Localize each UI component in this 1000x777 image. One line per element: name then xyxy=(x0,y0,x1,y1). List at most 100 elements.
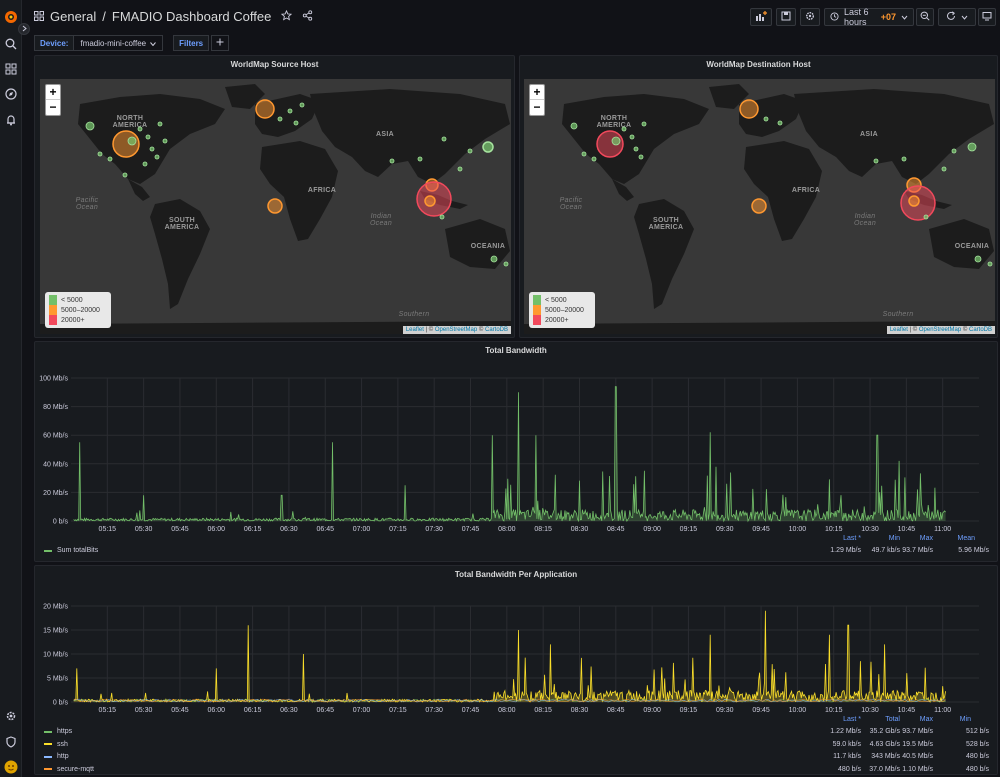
shield-icon[interactable] xyxy=(3,734,19,750)
total-bandwidth-chart[interactable]: 0 b/s 20 Mb/s 40 Mb/s 60 Mb/s 80 Mb/s 100 Mb/… xyxy=(35,362,999,537)
stat-header-max[interactable]: Max xyxy=(919,535,933,542)
map-marker[interactable] xyxy=(457,166,463,172)
map-marker[interactable] xyxy=(581,151,587,157)
map-marker[interactable] xyxy=(417,156,423,162)
stat-header-last[interactable]: Last * xyxy=(843,535,861,542)
alerting-bell-icon[interactable] xyxy=(3,112,19,128)
map-marker[interactable] xyxy=(145,134,151,140)
map-marker[interactable] xyxy=(137,126,143,132)
grafana-logo-icon[interactable] xyxy=(3,9,19,25)
map-marker[interactable] xyxy=(629,134,635,140)
stat-header-mean[interactable]: Mean xyxy=(957,535,975,542)
map-marker[interactable] xyxy=(908,195,920,207)
worldmap-destination-map[interactable]: NORTH AMERICA ASIA AFRICA SOUTH AMERICA OCEA… xyxy=(524,79,995,334)
zoom-in-button[interactable]: + xyxy=(530,85,544,100)
zoom-out-button[interactable]: − xyxy=(49,100,57,114)
map-marker[interactable] xyxy=(441,136,447,142)
map-marker[interactable] xyxy=(633,146,639,152)
map-marker[interactable] xyxy=(424,195,436,207)
dashboard-title[interactable]: FMADIO Dashboard Coffee xyxy=(111,9,272,24)
stat-header-max[interactable]: Max xyxy=(919,716,933,723)
map-marker[interactable] xyxy=(751,198,767,214)
map-marker[interactable] xyxy=(142,161,148,167)
series-line-http[interactable] xyxy=(73,698,946,703)
series-line-secure-mqtt[interactable] xyxy=(73,698,946,703)
map-marker[interactable] xyxy=(591,156,597,162)
map-marker[interactable] xyxy=(293,120,299,126)
legend-series-secure-mqtt[interactable]: secure-mqtt xyxy=(44,766,94,773)
map-marker[interactable] xyxy=(149,146,155,152)
stat-header-min[interactable]: Min xyxy=(959,716,971,723)
legend-series-sum-totalbits[interactable]: Sum totalBits xyxy=(44,547,98,554)
breadcrumb-folder[interactable]: General xyxy=(50,9,97,24)
zoom-out-time-button[interactable] xyxy=(916,8,934,26)
bandwidth-per-application-chart[interactable]: 0 b/s 5 Mb/s 10 Mb/s 15 Mb/s 20 Mb/s 05:15 05:… xyxy=(35,586,999,716)
map-marker[interactable] xyxy=(154,154,160,160)
dashboard-settings-button[interactable] xyxy=(800,8,820,26)
map-marker[interactable] xyxy=(482,141,494,153)
map-marker[interactable] xyxy=(901,156,907,162)
stat-header-last[interactable]: Last * xyxy=(843,716,861,723)
map-marker[interactable] xyxy=(923,214,929,220)
series-line-sum-totalbits[interactable] xyxy=(73,386,946,523)
map-marker[interactable] xyxy=(277,116,283,122)
device-variable-select[interactable]: fmadio-mini-coffee xyxy=(74,35,164,51)
map-marker[interactable] xyxy=(638,154,644,160)
refresh-button[interactable] xyxy=(938,8,976,26)
map-marker[interactable] xyxy=(611,136,621,146)
map-marker[interactable] xyxy=(157,121,163,127)
dashboards-icon[interactable] xyxy=(3,61,19,77)
settings-gear-icon[interactable] xyxy=(3,708,19,724)
map-marker[interactable] xyxy=(467,148,473,154)
stat-header-min[interactable]: Min xyxy=(888,535,900,542)
map-marker[interactable] xyxy=(739,99,759,119)
map-marker[interactable] xyxy=(389,158,395,164)
leaflet-link[interactable]: Leaflet xyxy=(889,327,908,333)
map-marker[interactable] xyxy=(941,166,947,172)
map-marker[interactable] xyxy=(490,255,498,263)
map-marker[interactable] xyxy=(127,136,137,146)
map-marker[interactable] xyxy=(255,99,275,119)
map-marker[interactable] xyxy=(122,172,128,178)
map-marker[interactable] xyxy=(777,120,783,126)
map-marker[interactable] xyxy=(439,214,445,220)
openstreetmap-link[interactable]: OpenStreetMap xyxy=(434,327,478,333)
save-dashboard-button[interactable] xyxy=(776,8,796,26)
openstreetmap-link[interactable]: OpenStreetMap xyxy=(918,327,962,333)
map-marker[interactable] xyxy=(967,142,977,152)
leaflet-link[interactable]: Leaflet xyxy=(405,327,424,333)
add-filter-button[interactable] xyxy=(211,35,230,51)
series-line-ssh[interactable] xyxy=(73,610,946,704)
share-icon[interactable] xyxy=(302,9,313,24)
map-marker[interactable] xyxy=(873,158,879,164)
stat-header-total[interactable]: Total xyxy=(885,716,900,723)
cartodb-link[interactable]: CartoDB xyxy=(484,327,508,333)
map-marker[interactable] xyxy=(570,122,578,130)
search-icon[interactable] xyxy=(3,36,19,52)
legend-series-https[interactable]: https xyxy=(44,728,72,735)
map-marker[interactable] xyxy=(97,151,103,157)
legend-series-http[interactable]: http xyxy=(44,753,69,760)
map-marker[interactable] xyxy=(503,261,509,267)
map-marker[interactable] xyxy=(763,116,769,122)
map-marker[interactable] xyxy=(287,108,293,114)
tv-mode-button[interactable] xyxy=(978,8,996,26)
worldmap-source-map[interactable]: NORTH AMERICA ASIA AFRICA SOUTH AMERICA OCEA… xyxy=(40,79,511,334)
explore-icon[interactable] xyxy=(3,86,19,102)
star-icon[interactable] xyxy=(281,9,293,24)
legend-series-ssh[interactable]: ssh xyxy=(44,741,68,748)
map-marker[interactable] xyxy=(974,255,982,263)
time-range-picker[interactable]: Last 6 hours +07 xyxy=(824,7,914,27)
user-avatar-icon[interactable] xyxy=(3,759,19,775)
map-marker[interactable] xyxy=(299,102,305,108)
map-marker[interactable] xyxy=(85,121,95,131)
map-marker[interactable] xyxy=(641,121,647,127)
add-panel-button[interactable] xyxy=(750,8,772,26)
map-marker[interactable] xyxy=(162,138,168,144)
zoom-out-button[interactable]: − xyxy=(533,100,541,114)
map-marker[interactable] xyxy=(621,126,627,132)
map-marker[interactable] xyxy=(267,198,283,214)
cartodb-link[interactable]: CartoDB xyxy=(968,327,992,333)
zoom-in-button[interactable]: + xyxy=(46,85,60,100)
map-marker[interactable] xyxy=(987,261,993,267)
